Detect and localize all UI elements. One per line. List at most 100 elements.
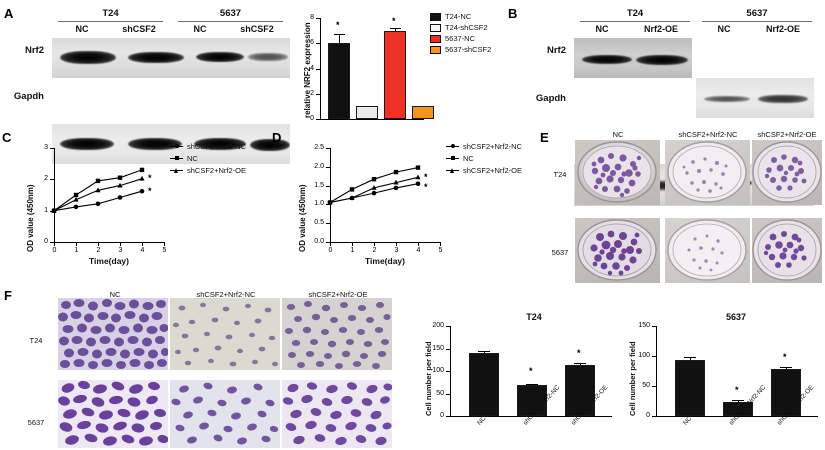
panelF-5637-sig-nrf2-nc: *	[735, 385, 739, 395]
panelF-row-5637: 5637	[27, 418, 45, 427]
panelF-5637-bar-shcsf2-nrf2-nc	[723, 402, 753, 416]
panelC-xtick-5: 5	[162, 247, 167, 254]
panelA-ytick-6: 6	[310, 39, 314, 47]
blot-a-lane-1: NC	[75, 24, 89, 34]
panelF-t24-xaxis	[450, 416, 612, 417]
blot-a-group-t24: T24	[102, 8, 119, 19]
panelF-t24-ytick-150: 150	[432, 344, 444, 352]
legend-item-d-nc: NC	[446, 154, 474, 163]
panelF-barchart-5637: 5637 Cell number per field 0 50 100 150 …	[616, 312, 821, 448]
panelF-barchart-t24: T24 Cell number per field 0 50 100 150 2…	[414, 312, 614, 448]
panelD-xtick-0: 0	[328, 247, 333, 254]
panelA-bar-t24-shcsf2	[356, 106, 378, 119]
blot-b-lane-2: Nrf2-OE	[643, 24, 678, 34]
panelF-row-t24: T24	[29, 336, 43, 345]
panelF-5637-bar-nc	[675, 360, 705, 416]
legend-item-c-nc: NC	[170, 154, 198, 163]
legend-item-d-shcsf2-nrf2-oe: shCSF2+Nrf2-OE	[446, 166, 522, 175]
panelF-image-t24-nc	[58, 298, 168, 370]
panelF-t24-ytick-100: 100	[432, 367, 444, 374]
panelF-image-t24-shcsf2-nrf2-oe	[282, 298, 392, 370]
panelA-xaxis	[320, 119, 424, 120]
panelE-image-t24-shcsf2-nrf2-oe	[752, 140, 822, 205]
legend-item-t24-shcsf2: T24-shCSF2	[430, 23, 488, 32]
panelF-5637-ytick-50: 50	[642, 382, 650, 389]
panelD-ytick-2: 1.0	[314, 200, 324, 208]
panelF-t24-ytick-200: 200	[432, 322, 444, 329]
legend-item-t24-nc: T24-NC	[430, 12, 471, 21]
blot-b-nrf2-strip-5637	[696, 78, 814, 118]
panel-label-a: A	[4, 6, 14, 21]
panelD-ytick-0: 0.0	[314, 238, 324, 245]
panelF-t24-title: T24	[526, 312, 542, 322]
marker-triangle-icon	[170, 167, 183, 175]
blot-b-protein-nrf2: Nrf2	[546, 45, 566, 56]
panelF-t24-yaxis	[450, 326, 451, 416]
panelF-image-5637-shcsf2-nrf2-oe	[282, 380, 392, 448]
panelF-5637-bar-shcsf2-nrf2-oe	[771, 369, 801, 416]
panel-label-f: F	[4, 288, 12, 303]
panelD-xtick-3: 3	[394, 247, 399, 254]
blot-b-group-5637: 5637	[746, 8, 768, 19]
panelE-col-nc: NC	[612, 130, 624, 139]
panelE-image-t24-shcsf2-nrf2-nc	[665, 140, 750, 205]
panelA-ytick-4: 4	[310, 64, 314, 72]
panelE-image-t24-nc	[575, 140, 660, 205]
panelD-xtick-1: 1	[350, 247, 355, 254]
panel-label-c: C	[2, 130, 12, 145]
panel-c-chart: OD value (450nm) 0 1 2 3 0 1 2 3 4 5 Tim…	[14, 138, 174, 268]
panel-d-chart: OD value (450nm) 0.0 0.5 1.0 1.5 2.0 2.5…	[284, 138, 449, 268]
legend-item-c-shcsf2-nrf2-nc: shCSF2+Nrf2-NC	[170, 142, 246, 151]
panelD-sig-nc-sh: *	[424, 182, 428, 192]
panelD-xtick-2: 2	[372, 247, 377, 254]
panelC-legend: shCSF2+Nrf2-NC NC shCSF2+Nrf2-OE	[170, 142, 270, 180]
panelF-col-shcsf2-nrf2-nc: shCSF2+Nrf2-NC	[196, 290, 256, 299]
panelD-ytick-4: 2.0	[314, 162, 324, 170]
panel-a-barchart: relative NRF2 expression 0 2 4 6 8 * *	[296, 8, 434, 126]
legend-swatch-5637-nc	[430, 34, 441, 43]
legend-item-d-shcsf2-nrf2-nc: shCSF2+Nrf2-NC	[446, 142, 522, 151]
panel-label-e: E	[540, 130, 549, 145]
panelD-sig-oe: *	[424, 172, 428, 182]
panelA-sig-5637-nc: *	[392, 16, 396, 26]
panelF-image-5637-shcsf2-nrf2-nc	[170, 380, 280, 448]
panelA-yaxis	[320, 18, 321, 119]
panelF-t24-sig-nrf2-oe: *	[577, 348, 581, 358]
panelF-5637-yaxis	[656, 326, 657, 416]
panelA-legend: T24-NC T24-shCSF2 5637-NC 5637-shCSF2	[430, 12, 510, 62]
legend-label-c-2: NC	[187, 154, 198, 163]
blot-a-group-5637: 5637	[219, 8, 242, 19]
panelE-image-5637-shcsf2-nrf2-nc	[665, 218, 750, 283]
panelC-series-svg	[51, 167, 145, 213]
blot-a-protein-nrf2: Nrf2	[24, 45, 44, 56]
legend-label-d-1: shCSF2+Nrf2-NC	[463, 142, 522, 151]
legend-swatch-5637-shcsf2	[430, 45, 441, 54]
panelC-xaxis	[54, 242, 165, 243]
legend-item-5637-nc: 5637-NC	[430, 34, 475, 43]
panelF-col-nc: NC	[109, 290, 121, 299]
panelF-t24-ytick-0: 0	[440, 412, 444, 419]
marker-square-icon	[446, 155, 459, 163]
panelC-xtick-3: 3	[118, 247, 123, 254]
panelA-bar-t24-nc	[328, 43, 350, 120]
panelF-t24-bar-nc	[469, 353, 499, 416]
panelD-xaxis	[330, 242, 441, 243]
blot-b-lane-1: NC	[595, 24, 609, 34]
blot-b-group-t24: T24	[626, 8, 644, 19]
panelA-sig-t24-nc: *	[336, 20, 340, 30]
panelF-t24-bar-shcsf2-nrf2-nc	[517, 385, 547, 416]
panelE-row-t24: T24	[553, 170, 567, 179]
legend-label-t24-nc: T24-NC	[445, 12, 472, 21]
panelC-xtick-2: 2	[96, 247, 101, 254]
panelA-ytick-8: 8	[310, 14, 314, 21]
legend-label-c-3: shCSF2+Nrf2-OE	[187, 166, 246, 175]
panelC-xtick-0: 0	[52, 247, 57, 254]
panelD-xlabel: Time(day)	[365, 256, 405, 266]
marker-circle-icon	[446, 143, 459, 151]
panelF-5637-xaxis	[656, 416, 818, 417]
panelD-ytick-1: 0.5	[314, 219, 324, 227]
panelD-legend: shCSF2+Nrf2-NC NC shCSF2+Nrf2-OE	[446, 142, 546, 180]
panelF-5637-ytick-0: 0	[646, 412, 650, 419]
legend-label-5637-nc: 5637-NC	[445, 34, 476, 43]
panelD-series-svg	[327, 165, 421, 205]
